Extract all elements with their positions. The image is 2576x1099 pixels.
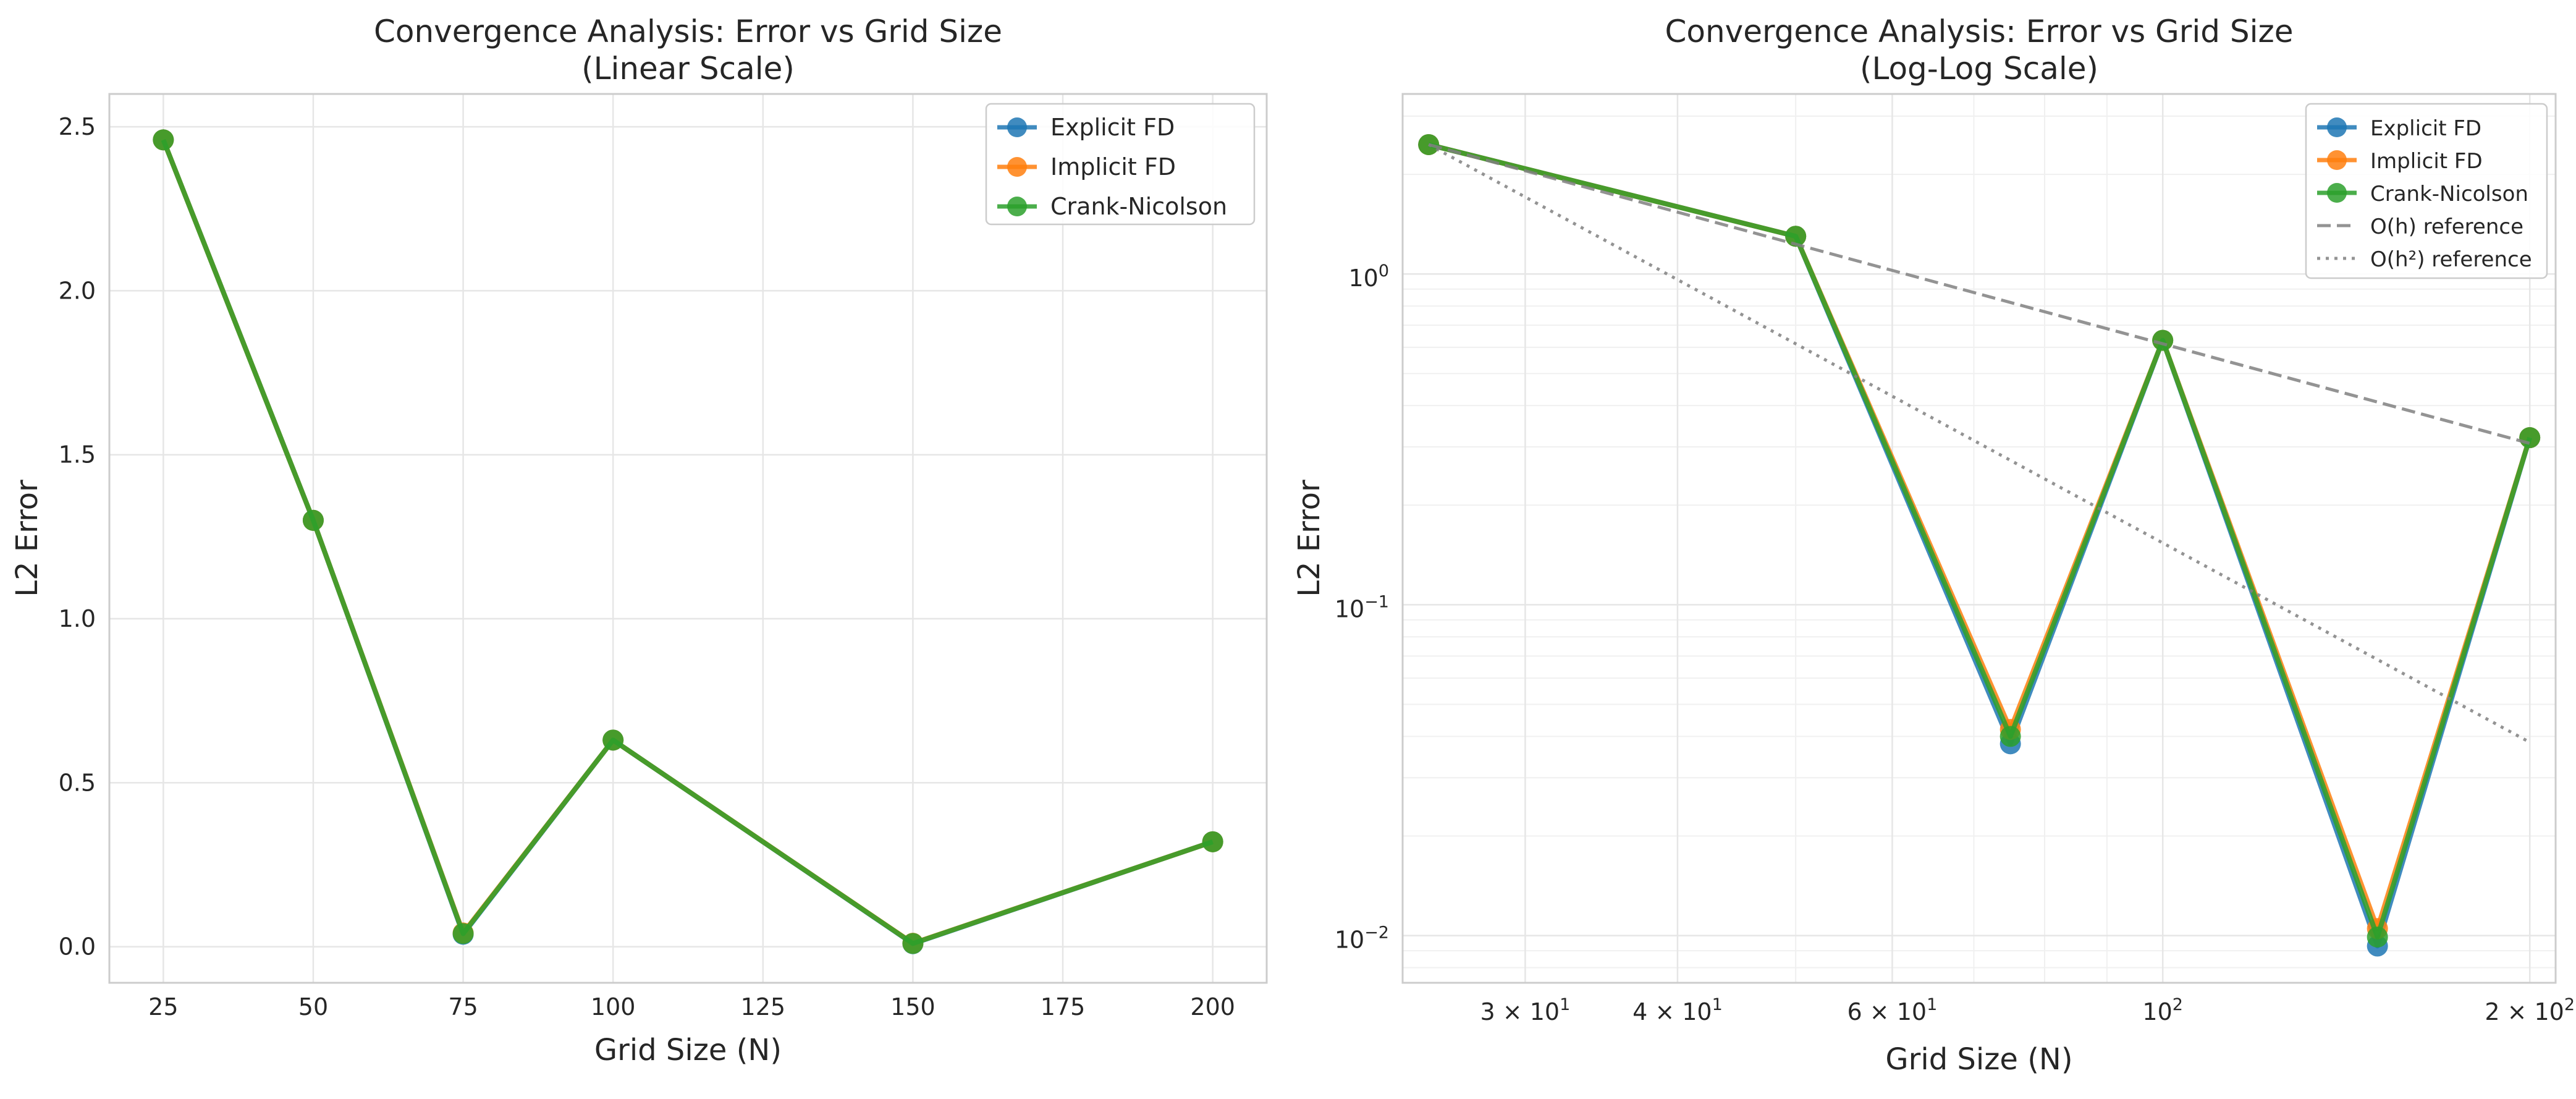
chart-subtitle: (Log-Log Scale) [1860,51,2098,87]
data-point [2367,926,2388,948]
series-o-h-reference [1428,143,2530,445]
legend-label: Crank-Nicolson [1050,193,1227,220]
data-point [452,923,474,944]
chart-subtitle: (Linear Scale) [581,51,795,87]
y-tick-label: 0.0 [59,933,96,961]
x-tick-label: 102 [2142,995,2183,1025]
x-tick-label: 125 [741,993,786,1020]
chart-panel-loglog: 3 × 101 4 × 101 6 × 101 102 2 × 102 10−2 10−1 1… [1292,14,2575,1077]
data-point [602,729,624,751]
legend: Explicit FD Implicit FD Crank-Nicolson O(h)… [2305,103,2548,279]
y-tick-label: 10−1 [1335,592,1389,622]
legend-entry: Explicit FD [997,114,1175,141]
y-tick-label: 100 [1348,261,1389,292]
data-point [302,509,324,531]
data-point [2000,726,2021,747]
legend-swatch-marker [1007,197,1027,216]
axes-frame [108,93,1268,984]
x-tick-label: 100 [591,993,636,1020]
x-tick-label: 175 [1041,993,1086,1020]
legend-box [2305,103,2548,279]
legend-label: Implicit FD [2370,149,2483,174]
legend-swatch-marker [2327,117,2347,137]
y-tick-label: 2.5 [59,113,96,140]
data-point [2152,329,2174,351]
legend-swatch-marker [2327,150,2347,170]
chart-title: Convergence Analysis: Error vs Grid Size [1665,14,2293,49]
x-tick-label: 75 [448,993,478,1020]
legend-swatch-marker [1007,117,1027,137]
legend-entry: Crank-Nicolson [2317,182,2528,206]
x-tick-label: 2 × 102 [2485,995,2575,1025]
data-point [1785,226,1807,247]
major-grid [109,94,1267,983]
x-tick-label: 6 × 101 [1848,995,1938,1025]
x-axis-label: Grid Size (N) [1885,1042,2072,1077]
chart-title: Convergence Analysis: Error vs Grid Size [374,14,1002,49]
y-tick-label: 1.5 [59,441,96,469]
legend-entry: Implicit FD [2317,149,2483,174]
y-axis-label: L2 Error [10,480,44,597]
series-crank-nicolson [1418,134,2541,948]
data-point [902,933,924,954]
legend-entry: O(h²) reference [2317,247,2532,272]
legend-swatch-marker [2327,183,2347,203]
data-point [1202,831,1223,852]
x-tick-label: 50 [298,993,328,1020]
legend-swatch-marker [1007,157,1027,177]
y-tick-label: 0.5 [59,769,96,796]
legend-entry: Explicit FD [2317,116,2481,141]
y-tick-label: 1.0 [59,605,96,632]
data-point [153,129,174,151]
x-tick-label: 4 × 101 [1632,995,1723,1025]
chart-panel-linear: 25 50 75 100 125 150 175 200 0.0 0.5 1.0 1.5 2.0 2.5 C… [10,14,1268,1067]
series-crank-nicolson [153,129,1223,954]
series-line [1428,142,2533,940]
legend-label: O(h²) reference [2370,247,2532,272]
legend-entry: O(h) reference [2317,214,2523,239]
series-line [1427,143,2531,744]
x-tick-label: 200 [1190,993,1235,1020]
x-tick-label: 25 [148,993,178,1020]
data-point [2519,427,2541,449]
x-axis-label: Grid Size (N) [594,1033,782,1067]
legend: Explicit FD Implicit FD Crank-Nicolson [985,103,1256,226]
axes-frame [1401,93,2557,984]
legend-label: Crank-Nicolson [2370,182,2528,206]
legend-label: Explicit FD [1050,114,1175,141]
legend-label: Implicit FD [1050,153,1176,180]
y-tick-label: 10−2 [1335,923,1389,954]
x-tick-label: 150 [890,993,935,1020]
legend-label: O(h) reference [2370,214,2523,239]
series-line [1428,143,2530,445]
series-o-h-reference [1427,143,2531,744]
y-tick-label: 2.0 [59,277,96,304]
y-axis-label: L2 Error [1292,480,1327,597]
legend-box [985,103,1256,226]
legend-entry: Implicit FD [997,153,1176,180]
x-tick-label: 3 × 101 [1480,995,1571,1025]
legend-entry: Crank-Nicolson [997,193,1227,220]
series-line [161,138,1214,946]
legend-label: Explicit FD [2370,116,2481,141]
